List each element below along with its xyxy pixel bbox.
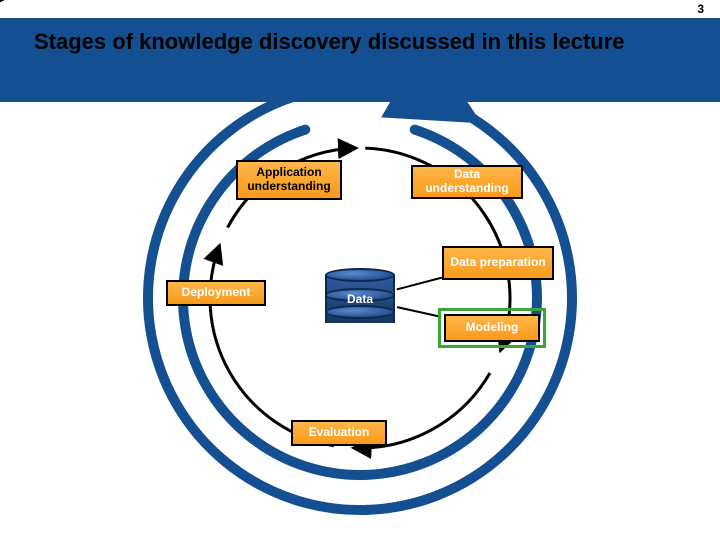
data-cylinder-label: Data xyxy=(325,292,395,306)
node-evaluation: Evaluation xyxy=(291,420,387,446)
node-deployment: Deployment xyxy=(166,280,266,306)
node-modeling: Modeling xyxy=(444,314,540,342)
node-data-understanding: Data understanding xyxy=(411,165,523,199)
slide-title: Stages of knowledge discovery discussed … xyxy=(34,28,696,56)
node-application-understanding: Application understanding xyxy=(236,160,342,200)
slide: 3 Stages of knowledge discovery discusse… xyxy=(0,0,720,540)
node-data-preparation: Data preparation xyxy=(442,246,554,280)
data-cylinder: Data xyxy=(325,268,395,330)
header-bar: Stages of knowledge discovery discussed … xyxy=(0,18,720,102)
cylinder-top xyxy=(325,268,395,282)
